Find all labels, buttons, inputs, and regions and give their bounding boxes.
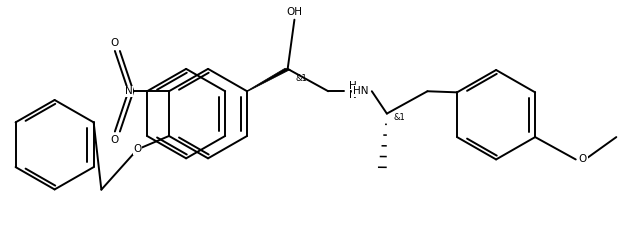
- Text: HN: HN: [353, 86, 369, 96]
- Text: H
N: H N: [349, 81, 357, 100]
- Polygon shape: [247, 68, 291, 91]
- Text: &1: &1: [393, 112, 405, 122]
- Text: O: O: [133, 144, 142, 154]
- Text: OH: OH: [286, 7, 303, 17]
- Text: O: O: [111, 38, 119, 48]
- Text: O: O: [579, 154, 587, 164]
- Text: &1: &1: [295, 74, 307, 83]
- Text: N: N: [125, 86, 132, 96]
- Text: O: O: [111, 135, 119, 145]
